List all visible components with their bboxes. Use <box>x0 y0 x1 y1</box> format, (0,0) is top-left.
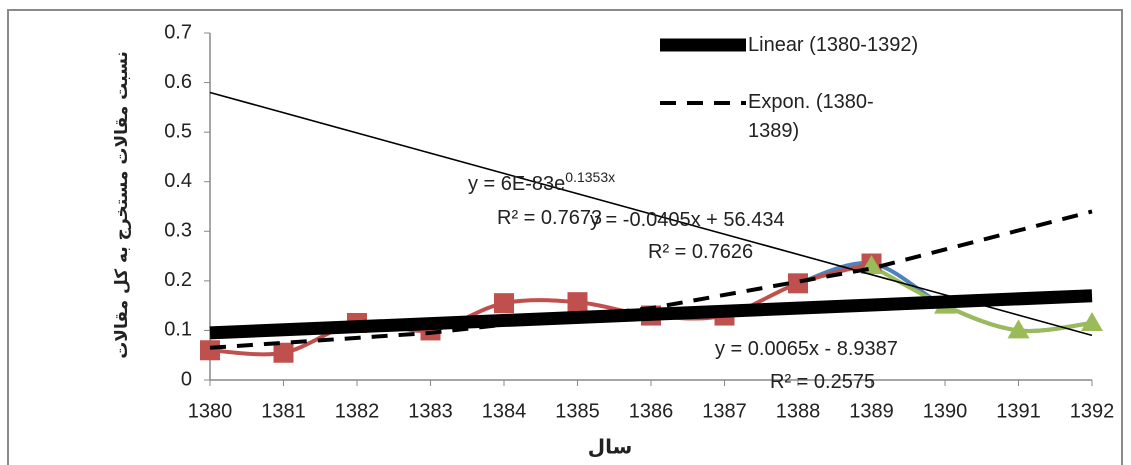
equation-text: R² = 0.7626 <box>648 241 753 263</box>
equation-label: R² = 0.2575 <box>770 371 875 393</box>
x-tick-label: 1381 <box>261 400 306 422</box>
x-tick-label: 1387 <box>702 400 747 422</box>
equation-label: y = 6E-83e0.1353x <box>468 169 615 196</box>
x-tick-label: 1382 <box>335 400 380 422</box>
x-tick-label: 1392 <box>1070 400 1115 422</box>
plot-area <box>200 91 1103 363</box>
data-marker <box>200 340 220 361</box>
data-marker <box>788 273 808 294</box>
y-tick-label: 0.4 <box>164 170 192 192</box>
data-marker <box>494 293 514 314</box>
y-tick-label: 0.6 <box>164 71 192 93</box>
y-tick-label: 0 <box>181 368 192 390</box>
trendline <box>209 289 1093 340</box>
y-axis-title: نسبت مقالات مستخرج به کل مقالات <box>112 51 132 359</box>
x-tick-label: 1391 <box>996 400 1041 422</box>
x-tick-label: 1383 <box>408 400 453 422</box>
y-tick-label: 0.1 <box>164 319 192 341</box>
x-tick-label: 1390 <box>923 400 968 422</box>
x-axis-title: سال <box>588 435 633 459</box>
legend-label: Expon. (1380-1389) <box>748 91 874 142</box>
x-tick-label: 1389 <box>849 400 894 422</box>
x-tick-label: 1384 <box>482 400 527 422</box>
data-marker <box>273 342 294 363</box>
data-marker <box>1007 319 1030 339</box>
axes: 0 0.1 0.2 0.3 0.4 0.5 0.6 0.7 1380 1381 1382 1383 13… <box>164 21 1114 422</box>
series-line <box>209 261 873 357</box>
equation-text: y = 6E-83e <box>468 173 565 195</box>
x-tick-label: 1386 <box>629 400 674 422</box>
y-tick-label: 0.7 <box>164 21 192 43</box>
equation-label: y = -0.0405x + 56.434 <box>590 209 785 231</box>
equation-text: R² = 0.2575 <box>770 371 875 393</box>
trendline <box>209 91 1093 337</box>
y-tick-label: 0.2 <box>164 269 192 291</box>
equation-label: y = 0.0065x - 8.9387 <box>715 338 898 360</box>
x-tick-label: 1388 <box>776 400 821 422</box>
y-tick-label: 0.3 <box>164 220 192 242</box>
equation-text: y = -0.0405x + 56.434 <box>590 209 785 231</box>
data-marker <box>1081 311 1103 331</box>
equation-text: R² = 0.7673 <box>497 207 602 229</box>
legend-label: Linear (1380-1392) <box>748 34 919 56</box>
x-tick-label: 1380 <box>188 400 233 422</box>
chart-border <box>7 9 1123 465</box>
x-tick-label: 1385 <box>555 400 600 422</box>
data-marker <box>567 292 588 313</box>
equation-label: R² = 0.7673 <box>497 207 602 229</box>
equation-superscript: 0.1353x <box>565 169 615 185</box>
y-tick-label: 0.5 <box>164 120 192 142</box>
equation-text: y = 0.0065x - 8.9387 <box>715 338 898 360</box>
trendline <box>209 209 1093 350</box>
equation-label: R² = 0.7626 <box>648 241 753 263</box>
